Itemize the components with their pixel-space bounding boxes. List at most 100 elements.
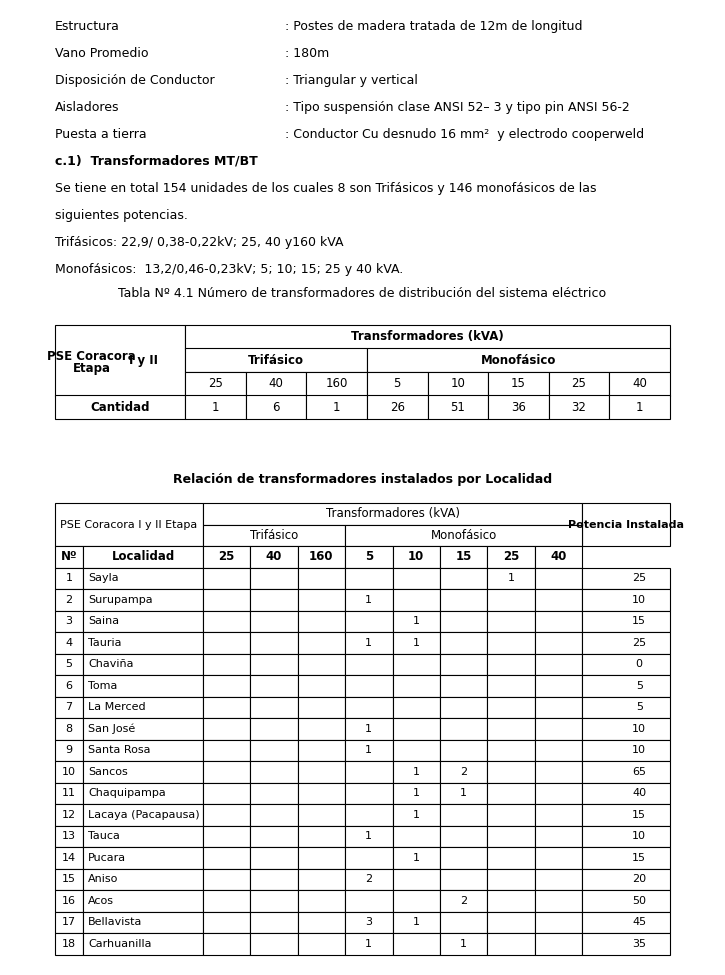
Bar (298, 567, 345, 589)
Text: 5: 5 (636, 681, 642, 690)
Bar (487, 933, 534, 955)
Bar (250, 546, 298, 567)
Bar (246, 396, 306, 419)
Bar (250, 675, 298, 696)
Text: PSE Coracora I y II Etapa: PSE Coracora I y II Etapa (60, 520, 198, 529)
Text: Toma: Toma (88, 681, 117, 690)
Text: Tauria: Tauria (88, 638, 122, 647)
Bar (440, 783, 487, 804)
Text: 5: 5 (394, 377, 401, 390)
Text: 3: 3 (65, 616, 72, 626)
Bar (534, 546, 582, 567)
Bar (203, 653, 250, 675)
Bar (392, 589, 440, 610)
Text: Monofásico: Monofásico (481, 354, 556, 367)
Bar (534, 761, 582, 783)
Bar (345, 696, 392, 718)
Bar (488, 372, 549, 396)
Bar (83, 567, 203, 589)
Text: 45: 45 (632, 917, 646, 927)
Text: 40: 40 (266, 550, 282, 564)
Bar (203, 632, 250, 653)
Text: 40: 40 (268, 377, 283, 390)
Text: Disposición de Conductor: Disposición de Conductor (55, 74, 215, 87)
Bar (306, 372, 367, 396)
Text: : Tipo suspensión clase ANSI 52– 3 y tipo pin ANSI 56-2: : Tipo suspensión clase ANSI 52– 3 y tip… (285, 101, 630, 114)
Bar (582, 653, 670, 675)
Bar (83, 718, 203, 739)
Text: 32: 32 (571, 401, 587, 413)
Bar (250, 847, 298, 869)
Text: Tauca: Tauca (88, 832, 120, 841)
Bar (55, 761, 83, 783)
Bar (392, 718, 440, 739)
Bar (185, 396, 246, 419)
Bar (345, 653, 392, 675)
Bar (203, 525, 345, 546)
Bar (487, 589, 534, 610)
Text: siguientes potencias.: siguientes potencias. (55, 209, 188, 222)
Text: Chaviña: Chaviña (88, 659, 133, 669)
Bar (345, 826, 392, 847)
Text: : Postes de madera tratada de 12m de longitud: : Postes de madera tratada de 12m de lon… (285, 20, 582, 33)
Bar (55, 396, 185, 419)
Text: Saina: Saina (88, 616, 119, 626)
Bar (367, 372, 428, 396)
Bar (203, 589, 250, 610)
Text: Transformadores (kVA): Transformadores (kVA) (326, 507, 460, 521)
Bar (345, 912, 392, 933)
Bar (83, 546, 203, 567)
Text: 1: 1 (413, 766, 420, 777)
Text: 2: 2 (365, 875, 373, 884)
Bar (298, 632, 345, 653)
Bar (83, 761, 203, 783)
Text: 1: 1 (365, 939, 373, 949)
Text: 1: 1 (507, 573, 515, 583)
Text: 65: 65 (632, 766, 646, 777)
Bar (440, 546, 487, 567)
Text: 1: 1 (413, 616, 420, 626)
Bar (487, 739, 534, 761)
Bar (250, 739, 298, 761)
Bar (582, 890, 670, 912)
Bar (487, 653, 534, 675)
Bar (345, 525, 582, 546)
Bar (534, 912, 582, 933)
Text: 10: 10 (632, 832, 646, 841)
Bar (440, 912, 487, 933)
Bar (392, 826, 440, 847)
Text: 1: 1 (365, 638, 373, 647)
Text: 2: 2 (460, 766, 467, 777)
Bar (582, 739, 670, 761)
Bar (534, 933, 582, 955)
Bar (203, 567, 250, 589)
Bar (203, 804, 250, 826)
Bar (582, 696, 670, 718)
Text: 1: 1 (365, 745, 373, 756)
Text: 25: 25 (218, 550, 235, 564)
Text: 9: 9 (65, 745, 72, 756)
Bar (83, 869, 203, 890)
Bar (440, 847, 487, 869)
Bar (203, 739, 250, 761)
Bar (83, 783, 203, 804)
Text: Bellavista: Bellavista (88, 917, 142, 927)
Text: 51: 51 (450, 401, 465, 413)
Text: 10: 10 (62, 766, 76, 777)
Bar (55, 567, 83, 589)
Text: 15: 15 (455, 550, 472, 564)
Text: Aisladores: Aisladores (55, 101, 120, 114)
Bar (298, 589, 345, 610)
Text: Trifásico: Trifásico (250, 528, 298, 542)
Bar (440, 589, 487, 610)
Bar (487, 912, 534, 933)
Bar (440, 761, 487, 783)
Bar (298, 933, 345, 955)
Bar (345, 761, 392, 783)
Bar (298, 869, 345, 890)
Text: 18: 18 (62, 939, 76, 949)
Bar (392, 869, 440, 890)
Bar (55, 783, 83, 804)
Bar (440, 890, 487, 912)
Bar (534, 783, 582, 804)
